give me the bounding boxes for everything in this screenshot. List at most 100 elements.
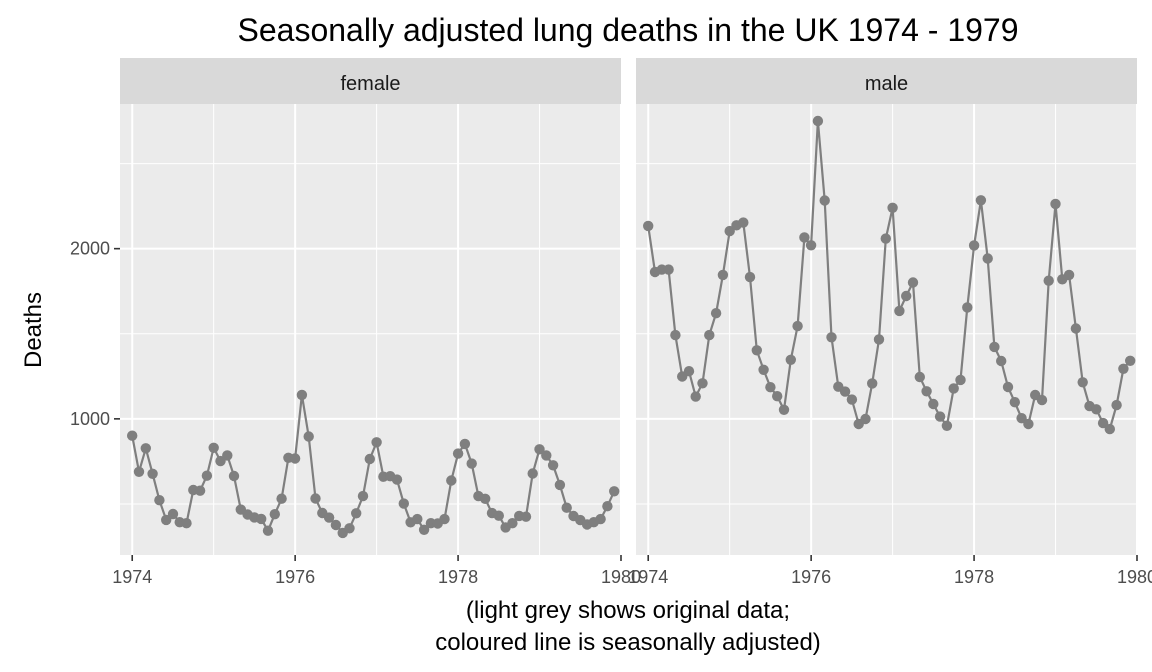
data-point — [982, 253, 993, 264]
data-point — [527, 468, 538, 479]
data-point — [323, 512, 335, 523]
x-tick-label: 1980 — [1117, 567, 1152, 587]
data-point — [738, 217, 749, 228]
data-point — [371, 437, 382, 448]
data-point — [873, 334, 885, 345]
data-point — [955, 374, 966, 386]
data-point — [744, 271, 756, 283]
data-point — [357, 490, 369, 502]
y-tick-label: 1000 — [70, 409, 110, 429]
data-point — [534, 444, 545, 455]
data-point — [147, 468, 158, 479]
data-point — [1097, 417, 1109, 429]
data-point — [466, 458, 477, 469]
data-point — [480, 493, 491, 504]
data-point — [772, 391, 783, 402]
data-point — [724, 225, 735, 237]
data-point — [547, 460, 559, 471]
data-point — [439, 513, 450, 525]
data-point — [1104, 423, 1116, 435]
data-point — [1016, 413, 1027, 424]
x-tick-label: 1978 — [954, 567, 994, 587]
strip-label-female: female — [340, 73, 400, 95]
data-point — [1002, 381, 1014, 393]
data-point — [1077, 377, 1088, 388]
data-point — [391, 474, 403, 485]
data-point — [181, 518, 192, 529]
data-point — [996, 355, 1007, 367]
data-point — [717, 269, 729, 281]
data-point — [215, 455, 226, 467]
x-axis-title-line-1: (light grey shows original data; — [466, 597, 790, 624]
data-point — [663, 264, 674, 275]
data-point — [968, 240, 980, 251]
data-point — [894, 305, 905, 317]
data-point — [493, 510, 504, 521]
panel-background — [120, 104, 621, 555]
data-point — [127, 430, 138, 441]
data-point — [792, 320, 803, 332]
panel-male: male 1974 1976 1978 1980 — [628, 58, 1152, 587]
data-point — [975, 195, 987, 206]
data-point — [1009, 397, 1020, 408]
chart-title: Seasonally adjusted lung deaths in the U… — [238, 12, 1019, 48]
data-point — [133, 466, 145, 477]
x-tick-label: 1978 — [438, 567, 478, 587]
data-point — [880, 233, 891, 244]
data-point — [989, 341, 1000, 353]
data-point — [928, 398, 939, 410]
data-point — [222, 450, 233, 461]
data-point — [330, 519, 342, 531]
strip-male — [636, 58, 1137, 104]
data-point — [670, 329, 681, 341]
data-point — [758, 364, 769, 375]
data-point — [541, 450, 552, 461]
data-point — [1023, 418, 1034, 430]
x-tick-label: 1980 — [601, 567, 641, 587]
data-point — [452, 448, 464, 459]
data-point — [1036, 394, 1048, 406]
data-point — [704, 329, 715, 341]
x-axis-title-line-2: coloured line is seasonally adjusted) — [435, 629, 821, 656]
data-point — [710, 308, 722, 319]
data-point — [1050, 198, 1061, 210]
data-point — [412, 513, 423, 525]
data-point — [1118, 363, 1129, 374]
data-point — [921, 386, 932, 397]
data-point — [819, 195, 830, 206]
data-point — [595, 513, 606, 525]
data-point — [948, 383, 959, 394]
data-point — [364, 453, 375, 465]
data-point — [228, 470, 240, 482]
data-point — [344, 523, 355, 534]
strip-label-male: male — [865, 73, 908, 95]
data-point — [826, 332, 837, 343]
x-tick-label: 1974 — [628, 567, 668, 587]
data-point — [256, 513, 267, 525]
data-point — [507, 518, 518, 529]
data-point — [208, 442, 219, 453]
data-point — [609, 486, 620, 497]
data-point — [1063, 269, 1075, 281]
data-point — [690, 391, 701, 402]
data-point — [351, 508, 362, 519]
data-point — [683, 366, 695, 377]
data-point — [1070, 323, 1082, 334]
data-point — [561, 502, 572, 513]
data-point — [799, 232, 810, 243]
data-point — [1043, 275, 1054, 286]
data-point — [860, 413, 871, 425]
data-point — [276, 493, 287, 504]
data-point — [751, 345, 762, 356]
y-axis-title: Deaths — [20, 292, 47, 368]
data-point — [310, 493, 321, 504]
data-point — [778, 404, 790, 415]
data-point — [154, 495, 165, 506]
panel-female: female 1974 1976 1978 1980 1000 2000 — [70, 58, 641, 587]
y-tick-label: 2000 — [70, 239, 110, 259]
data-point — [296, 389, 308, 401]
data-point — [914, 371, 925, 383]
data-point — [269, 509, 280, 520]
